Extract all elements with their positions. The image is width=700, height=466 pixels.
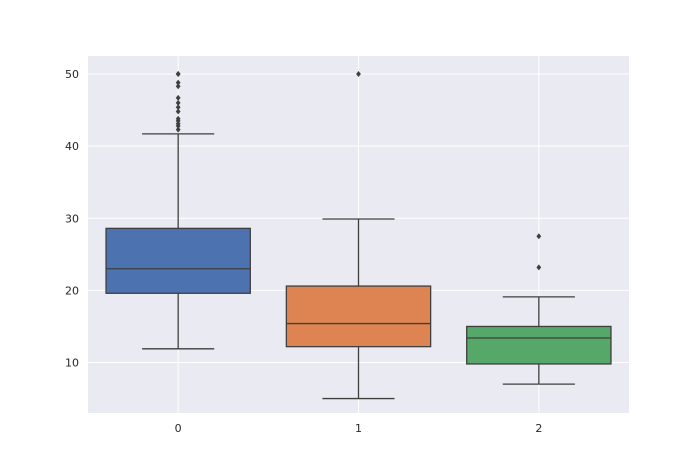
outlier-point — [175, 99, 181, 106]
outlier-point — [536, 233, 542, 240]
box-1 — [285, 71, 432, 400]
x-tick-label: 2 — [535, 422, 542, 435]
outlier-point — [175, 126, 181, 133]
iqr-box — [466, 325, 612, 365]
tick-labels: 10 20 30 40 50 0 1 2 — [65, 68, 542, 435]
outlier-point — [175, 79, 181, 86]
outlier-point — [175, 108, 181, 115]
x-tick-label: 0 — [175, 422, 182, 435]
y-tick-label: 30 — [65, 212, 79, 225]
outlier-point — [536, 264, 542, 271]
iqr-box — [285, 285, 432, 348]
x-tick-label: 1 — [355, 422, 362, 435]
box-0 — [105, 71, 251, 350]
outlier-point — [175, 83, 181, 90]
y-tick-label: 10 — [65, 357, 79, 370]
outlier-point — [175, 115, 181, 122]
outlier-point — [356, 71, 361, 78]
y-tick-label: 50 — [65, 68, 79, 81]
outlier-point — [175, 94, 181, 101]
box-2 — [466, 233, 612, 385]
iqr-box — [105, 227, 251, 294]
outlier-point — [175, 104, 181, 111]
outlier-point — [175, 71, 181, 78]
y-tick-label: 40 — [65, 140, 79, 153]
y-tick-label: 20 — [65, 284, 79, 297]
boxes — [105, 71, 612, 400]
